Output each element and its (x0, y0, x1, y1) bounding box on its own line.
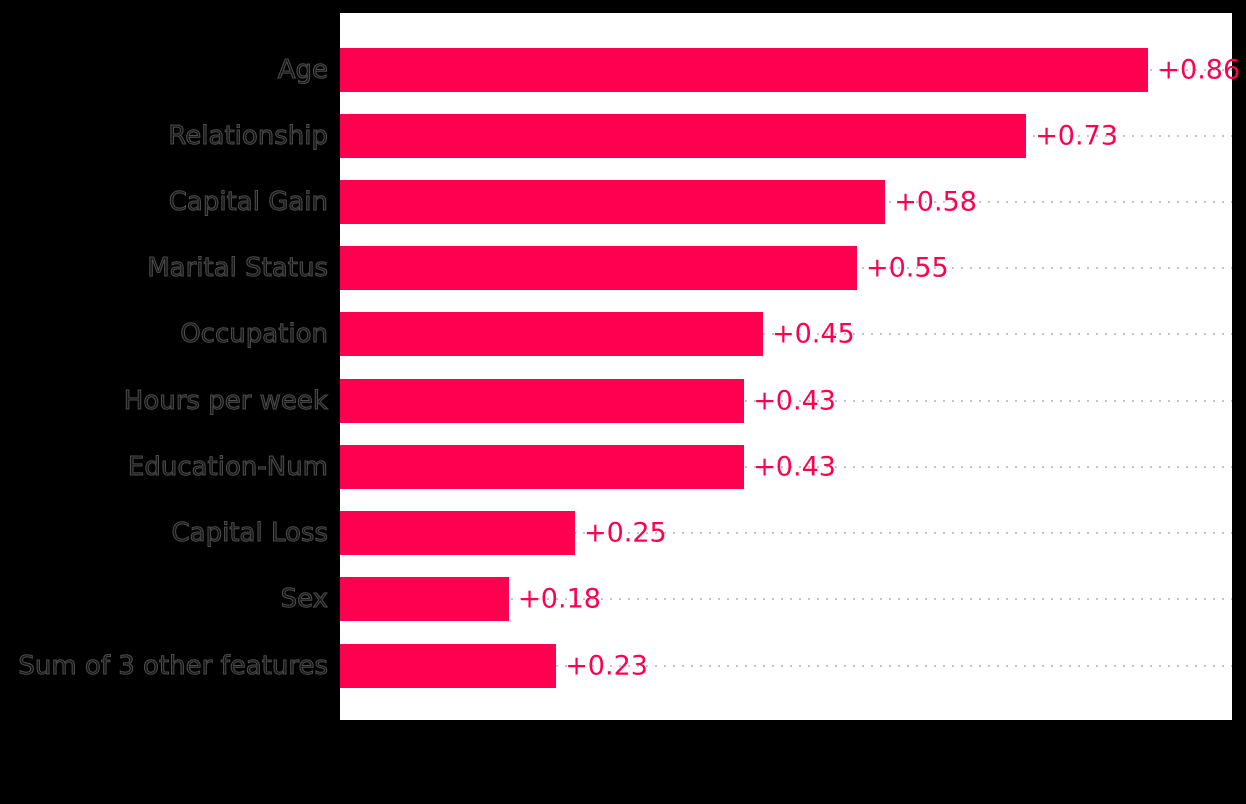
value-label-marital-status: +0.55 (866, 252, 949, 284)
tick-label-sum-of-3-other-features: Sum of 3 other features (18, 650, 329, 681)
gridline-hours-per-week (340, 399, 1232, 402)
bar-capital-loss (340, 511, 575, 556)
tick-label-occupation: Occupation (180, 319, 329, 350)
bar-hours-per-week (340, 378, 745, 423)
tick-label-capital-gain: Capital Gain (168, 186, 328, 217)
value-label-occupation: +0.45 (772, 318, 855, 350)
bar-marital-status (340, 246, 857, 291)
bar-sum-of-3-other-features (340, 643, 557, 688)
tick-label-relationship: Relationship (168, 120, 329, 151)
bar-relationship (340, 113, 1027, 158)
value-label-education-num: +0.43 (753, 451, 836, 483)
gridline-sum-of-3-other-features (340, 664, 1232, 667)
tick-label-hours-per-week: Hours per week (123, 385, 328, 416)
tick-label-age: Age (277, 54, 328, 85)
tick-label-capital-loss: Capital Loss (171, 518, 328, 549)
gridline-education-num (340, 465, 1232, 468)
gridline-sex (340, 598, 1232, 601)
value-label-capital-loss: +0.25 (584, 517, 667, 549)
tick-label-marital-status: Marital Status (147, 253, 329, 284)
bar-capital-gain (340, 179, 886, 224)
value-label-relationship: +0.73 (1035, 120, 1118, 152)
value-label-sum-of-3-other-features: +0.23 (565, 650, 648, 682)
tick-label-education-num: Education-Num (127, 451, 328, 482)
y-axis-tick-labels: Age Relationship Capital Gain Marital Statu… (0, 0, 329, 804)
gridline-occupation (340, 333, 1232, 336)
bar-occupation (340, 312, 763, 357)
tick-label-sex: Sex (280, 584, 328, 615)
gridline-capital-loss (340, 532, 1232, 535)
bar-sex (340, 577, 510, 622)
value-label-hours-per-week: +0.43 (753, 385, 836, 417)
plot-area: +0.86 +0.73 +0.58 +0.55 +0.45 +0.43 +0.43 +0.25… (340, 13, 1240, 720)
value-label-sex: +0.18 (518, 583, 601, 615)
value-label-capital-gain: +0.58 (894, 186, 977, 218)
value-label-age: +0.86 (1157, 54, 1241, 85)
bar-education-num (340, 444, 745, 489)
bar-age (340, 47, 1149, 92)
